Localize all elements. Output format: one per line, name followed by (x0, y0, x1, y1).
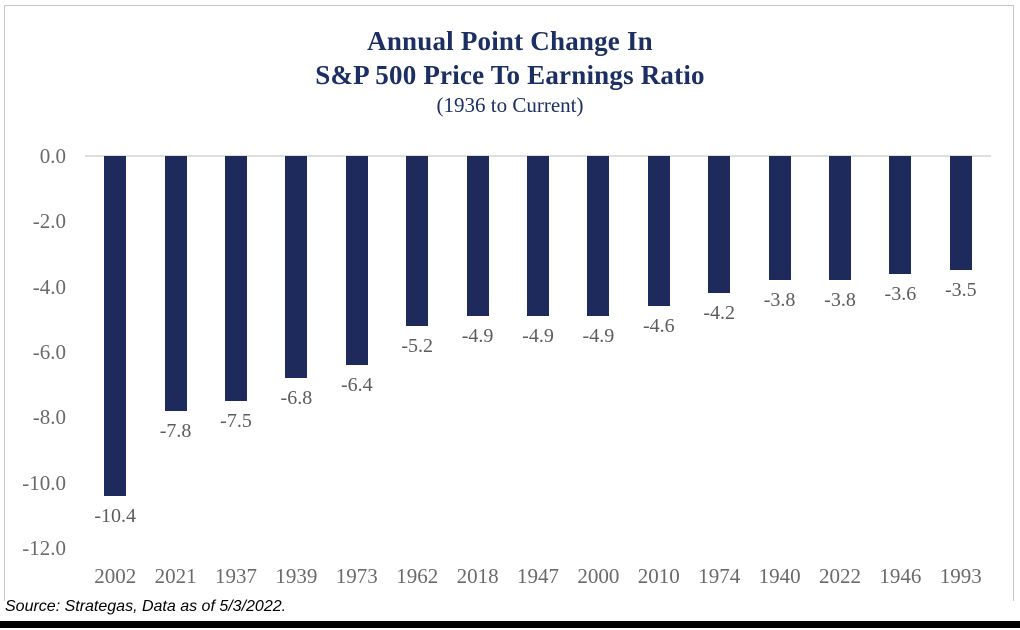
y-axis-tick-label: -12.0 (22, 536, 66, 560)
bar-value-label: -5.2 (401, 334, 434, 357)
y-axis-tick-label: -6.0 (32, 340, 66, 364)
bar-value-label: -4.9 (582, 325, 615, 348)
bar (708, 156, 731, 294)
bar-value-label: -3.8 (824, 289, 856, 312)
x-axis-label: 2000 (577, 564, 620, 588)
bar (285, 156, 308, 379)
x-axis-label: 2022 (819, 564, 861, 588)
bar (889, 156, 912, 274)
bar (225, 156, 247, 401)
bar (949, 156, 972, 271)
bar-value-label: -4.6 (642, 315, 675, 338)
y-axis-tick-label: -2.0 (32, 209, 66, 234)
bar (466, 156, 489, 317)
y-axis-tick-label: -10.0 (22, 470, 66, 495)
bar (164, 156, 187, 411)
x-axis-label: 1939 (275, 564, 318, 588)
bar-value-label: -3.6 (884, 282, 917, 305)
x-axis-label: 1937 (215, 564, 257, 588)
bar-value-label: -10.4 (94, 504, 137, 527)
bar (829, 156, 851, 281)
bar-value-label: -4.9 (522, 325, 554, 348)
chart-subtitle: (1936 to Current) (436, 93, 584, 117)
chart-title-block: Annual Point Change In S&P 500 Price To … (0, 24, 1020, 118)
bar-value-label: -3.5 (944, 279, 977, 302)
bar-value-label: -4.9 (461, 325, 494, 348)
source-note: Source: Strategas, Data as of 5/3/2022. (5, 598, 287, 615)
x-axis-label: 2021 (154, 564, 197, 588)
x-axis-label: 1993 (939, 564, 982, 588)
y-axis-tick-label: -4.0 (32, 274, 66, 299)
x-axis-label: 1973 (335, 564, 378, 588)
x-axis-label: 1974 (698, 564, 741, 588)
bar-value-label: -6.8 (280, 387, 313, 410)
x-axis-label: 2010 (637, 564, 680, 588)
bar (104, 156, 127, 496)
y-axis-tick-label: -8.0 (32, 405, 66, 430)
bar-value-label: -4.2 (703, 302, 736, 325)
bar (768, 156, 791, 281)
bar (345, 156, 368, 366)
bar (647, 156, 670, 307)
bar-value-label: -7.8 (159, 419, 192, 442)
bar-value-label: -3.8 (763, 289, 796, 312)
bar-value-label: -6.4 (340, 374, 373, 397)
bar (527, 156, 549, 317)
bottom-rule (0, 621, 1020, 628)
chart-title-line-1: Annual Point Change In (367, 26, 653, 56)
chart-title-line-2: S&P 500 Price To Earnings Ratio (315, 60, 705, 90)
x-axis-label: 1947 (517, 564, 559, 588)
bar (406, 156, 429, 326)
x-axis-label: 1940 (758, 564, 801, 588)
bar-value-label: -7.5 (220, 410, 252, 432)
x-axis-label: 2002 (94, 564, 137, 588)
x-axis-label: 1962 (396, 564, 439, 588)
y-axis-tick-label: 0.0 (39, 144, 66, 168)
bar (587, 156, 610, 317)
x-axis-label: 1946 (879, 564, 922, 588)
x-axis-label: 2018 (456, 564, 499, 588)
